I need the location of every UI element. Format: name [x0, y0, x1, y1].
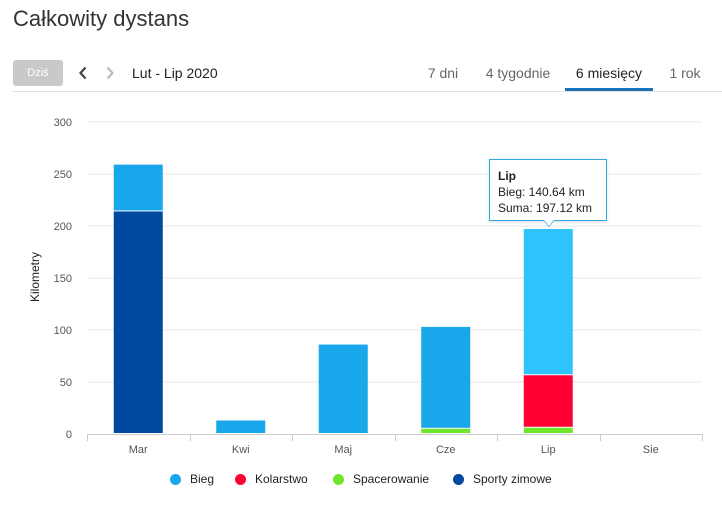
bar-lip-bieg[interactable] — [523, 228, 573, 375]
legend-item-spacerowanie[interactable]: Spacerowanie — [333, 472, 429, 486]
x-tick-label: Lip — [541, 444, 556, 456]
tab-1-year[interactable]: 1 rok — [669, 65, 701, 81]
legend-dot-sporty-zimowe — [453, 473, 464, 485]
bar-mar-bieg[interactable] — [113, 164, 163, 211]
page-title: Całkowity dystans — [13, 6, 190, 31]
x-tick-label: Maj — [334, 444, 352, 456]
bar-tooltip: Lip Bieg: 140.64 km Suma: 197.12 km — [489, 159, 607, 221]
tooltip-title: Lip — [498, 169, 516, 183]
legend-label-sporty-zimowe: Sporty zimowe — [473, 472, 552, 486]
next-period-button[interactable] — [100, 62, 120, 84]
toolbar-divider — [13, 91, 722, 92]
tooltip-line-bieg: Bieg: 140.64 km — [498, 185, 585, 199]
period-tabs: 7 dni 4 tygodnie 6 miesięcy 1 rok — [421, 58, 722, 92]
legend-label-bieg: Bieg — [190, 472, 215, 486]
tab-6-months[interactable]: 6 miesięcy — [565, 58, 653, 91]
previous-period-button[interactable] — [73, 62, 93, 84]
legend-dot-bieg — [170, 473, 181, 485]
chart-legend: Bieg Kolarstwo Spacerowanie Sporty zimow… — [0, 472, 722, 492]
x-tick-label: Kwi — [232, 444, 250, 456]
y-axis-ticks: 0 50 100 150 200 250 300 — [54, 117, 72, 441]
y-axis-title: Kilometry — [28, 252, 42, 302]
tooltip-pointer-fill — [544, 220, 554, 226]
legend-label-spacerowanie: Spacerowanie — [353, 472, 430, 486]
legend-dot-kolarstwo — [235, 473, 246, 485]
bar-mar-sporty-zimowe[interactable] — [113, 211, 163, 433]
x-tick-label: Mar — [129, 444, 148, 456]
tooltip-line-suma: Suma: 197.12 km — [498, 201, 593, 215]
y-tick-label: 200 — [54, 221, 72, 233]
legend-item-sporty-zimowe[interactable]: Sporty zimowe — [453, 472, 552, 486]
legend-item-kolarstwo[interactable]: Kolarstwo — [235, 472, 308, 486]
chevron-right-icon — [106, 66, 114, 80]
bar-cze-spacerowanie[interactable] — [421, 428, 471, 433]
y-tick-label: 150 — [54, 273, 72, 285]
bar-cze-bieg[interactable] — [421, 326, 471, 428]
y-tick-label: 250 — [54, 169, 72, 181]
grid-lines — [87, 121, 702, 383]
y-tick-label: 0 — [66, 429, 72, 441]
toolbar: Dziś Lut - Lip 2020 7 dni 4 tygodnie 6 m… — [0, 58, 722, 92]
legend-item-bieg[interactable]: Bieg — [170, 472, 214, 486]
y-tick-label: 300 — [54, 117, 72, 129]
y-tick-label: 100 — [54, 325, 72, 337]
bar-lip-spacerowanie[interactable] — [523, 427, 573, 433]
bars — [113, 164, 573, 433]
legend-dot-spacerowanie — [333, 473, 344, 485]
today-button[interactable]: Dziś — [13, 60, 63, 86]
x-tick-label: Sie — [643, 444, 659, 456]
tab-7-days[interactable]: 7 dni — [427, 65, 459, 81]
bar-maj-bieg[interactable] — [318, 344, 368, 433]
y-tick-label: 50 — [60, 377, 72, 389]
bar-lip-kolarstwo[interactable] — [523, 375, 573, 427]
chevron-left-icon — [79, 66, 87, 80]
x-axis: Mar Kwi Maj Cze Lip Sie — [87, 434, 703, 456]
tab-4-weeks[interactable]: 4 tygodnie — [485, 65, 551, 81]
x-tick-label: Cze — [436, 444, 456, 456]
bar-kwi-bieg[interactable] — [216, 420, 266, 433]
date-range-label: Lut - Lip 2020 — [132, 65, 218, 81]
legend-label-kolarstwo: Kolarstwo — [255, 472, 308, 486]
